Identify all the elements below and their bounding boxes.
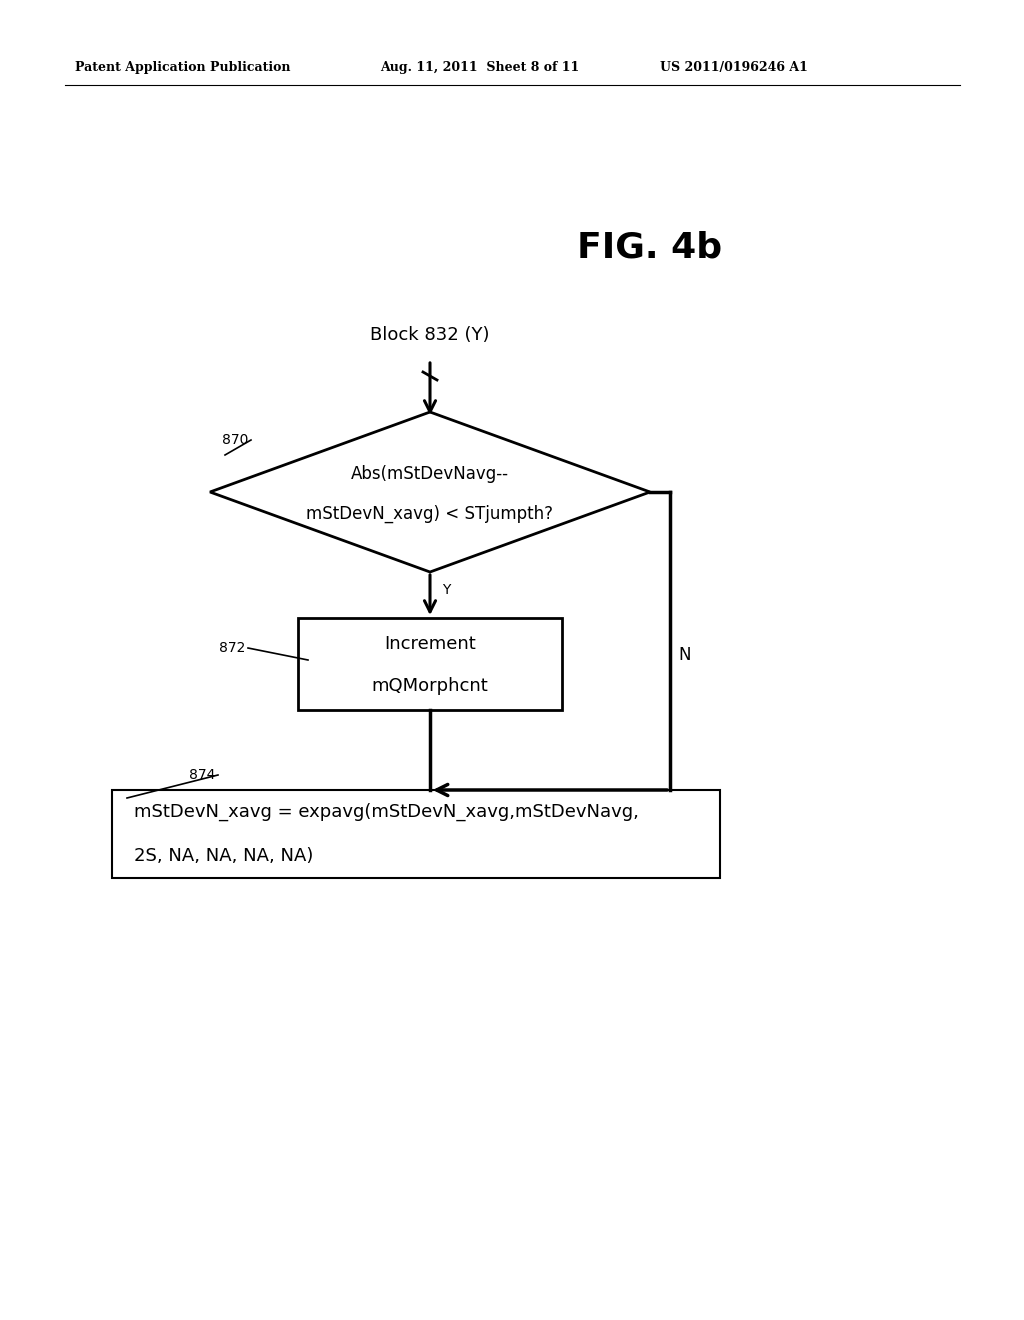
Text: Patent Application Publication: Patent Application Publication: [75, 62, 291, 74]
Text: US 2011/0196246 A1: US 2011/0196246 A1: [660, 62, 808, 74]
Text: 2S, NA, NA, NA, NA): 2S, NA, NA, NA, NA): [134, 847, 313, 865]
Text: Aug. 11, 2011  Sheet 8 of 11: Aug. 11, 2011 Sheet 8 of 11: [380, 62, 580, 74]
Text: mStDevN_xavg = expavg(mStDevN_xavg,mStDevNavg,: mStDevN_xavg = expavg(mStDevN_xavg,mStDe…: [134, 803, 639, 821]
Text: Block 832 (Y): Block 832 (Y): [371, 326, 489, 345]
Text: mQMorphcnt: mQMorphcnt: [372, 677, 488, 696]
Text: 874: 874: [188, 768, 215, 781]
Bar: [298, 618, 562, 710]
Text: 872: 872: [219, 642, 245, 655]
Text: Increment: Increment: [384, 635, 476, 653]
Text: Abs(mStDevNavg--: Abs(mStDevNavg--: [351, 465, 509, 483]
Text: N: N: [678, 645, 690, 664]
Text: 870: 870: [221, 433, 248, 447]
Text: mStDevN_xavg) < STjumpth?: mStDevN_xavg) < STjumpth?: [306, 504, 554, 523]
Text: FIG. 4b: FIG. 4b: [578, 231, 723, 265]
Text: Y: Y: [442, 583, 451, 597]
Bar: [112, 789, 720, 878]
